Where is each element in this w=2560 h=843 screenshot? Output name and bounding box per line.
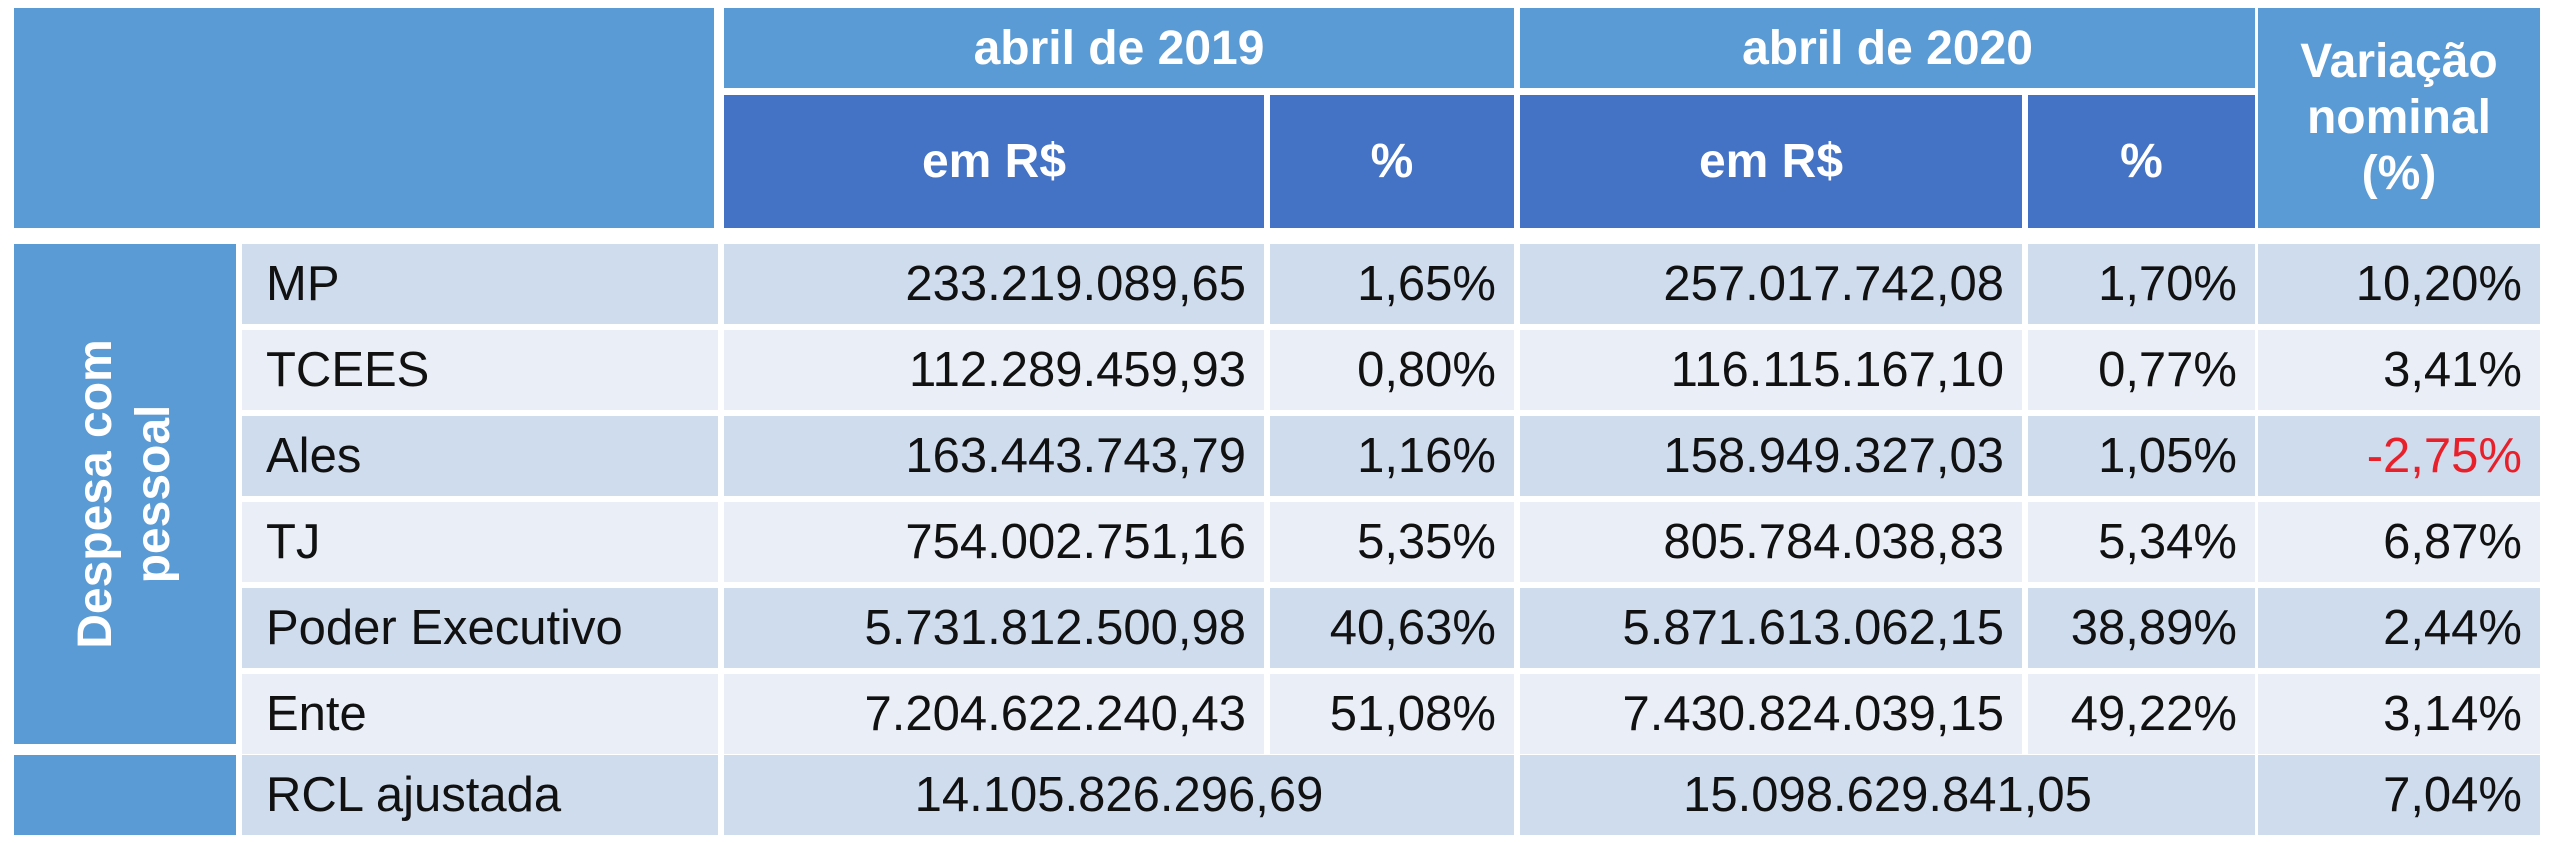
row-rs-2020: 805.784.038,83 xyxy=(1520,502,2022,582)
row-pct-2020: 1,70% xyxy=(2028,244,2255,324)
row-rs-2019: 233.219.089,65 xyxy=(724,244,1264,324)
side-label-line2: pessoal xyxy=(127,404,180,584)
row-pct-2020: 38,89% xyxy=(2028,588,2255,668)
row-label: Ales xyxy=(242,416,718,496)
header-variation-line2: nominal xyxy=(2306,91,2491,144)
row-rs-2019: 5.731.812.500,98 xyxy=(724,588,1264,668)
row-pct-2019: 1,65% xyxy=(1270,244,1514,324)
row-pct-2020: 1,05% xyxy=(2028,416,2255,496)
row-rs-2020: 5.871.613.062,15 xyxy=(1520,588,2022,668)
total-row-value-2020: 15.098.629.841,05 xyxy=(1520,755,2255,835)
row-pct-2020: 0,77% xyxy=(2028,330,2255,410)
row-pct-2019: 1,16% xyxy=(1270,416,1514,496)
row-pct-2019: 40,63% xyxy=(1270,588,1514,668)
row-rs-2019: 754.002.751,16 xyxy=(724,502,1264,582)
header-sub-rs-2019: em R$ xyxy=(724,95,1264,228)
header-variation-line1: Variação xyxy=(2300,35,2498,88)
row-pct-2020: 49,22% xyxy=(2028,674,2255,754)
header-variation: Variação nominal (%) xyxy=(2258,8,2540,228)
total-row-label: RCL ajustada xyxy=(242,755,718,835)
row-pct-2020: 5,34% xyxy=(2028,502,2255,582)
row-pct-2019: 51,08% xyxy=(1270,674,1514,754)
row-label: TJ xyxy=(242,502,718,582)
row-pct-2019: 5,35% xyxy=(1270,502,1514,582)
total-row-value-2019: 14.105.826.296,69 xyxy=(724,755,1514,835)
side-label-despesa-com-pessoal: Despesa com pessoal xyxy=(14,244,236,744)
row-rs-2019: 163.443.743,79 xyxy=(724,416,1264,496)
header-group-2019: abril de 2019 xyxy=(724,8,1514,88)
row-variation: 6,87% xyxy=(2258,502,2540,582)
row-variation: 3,14% xyxy=(2258,674,2540,754)
header-corner xyxy=(14,8,714,228)
header-sub-rs-2020: em R$ xyxy=(1520,95,2022,228)
row-label: MP xyxy=(242,244,718,324)
row-rs-2020: 158.949.327,03 xyxy=(1520,416,2022,496)
total-row-variation: 7,04% xyxy=(2258,755,2540,835)
row-variation: 10,20% xyxy=(2258,244,2540,324)
row-variation: 2,44% xyxy=(2258,588,2540,668)
total-row-side xyxy=(14,755,236,835)
row-variation: 3,41% xyxy=(2258,330,2540,410)
header-variation-line3: (%) xyxy=(2361,147,2437,200)
header-group-2020: abril de 2020 xyxy=(1520,8,2255,88)
row-pct-2019: 0,80% xyxy=(1270,330,1514,410)
row-label: Poder Executivo xyxy=(242,588,718,668)
row-rs-2020: 7.430.824.039,15 xyxy=(1520,674,2022,754)
row-label: Ente xyxy=(242,674,718,754)
row-variation: -2,75% xyxy=(2258,416,2540,496)
row-rs-2019: 7.204.622.240,43 xyxy=(724,674,1264,754)
header-sub-pct-2020: % xyxy=(2028,95,2255,228)
row-rs-2020: 257.017.742,08 xyxy=(1520,244,2022,324)
row-label: TCEES xyxy=(242,330,718,410)
side-label-line1: Despesa com xyxy=(69,339,122,649)
header-sub-pct-2019: % xyxy=(1270,95,1514,228)
row-rs-2019: 112.289.459,93 xyxy=(724,330,1264,410)
row-rs-2020: 116.115.167,10 xyxy=(1520,330,2022,410)
